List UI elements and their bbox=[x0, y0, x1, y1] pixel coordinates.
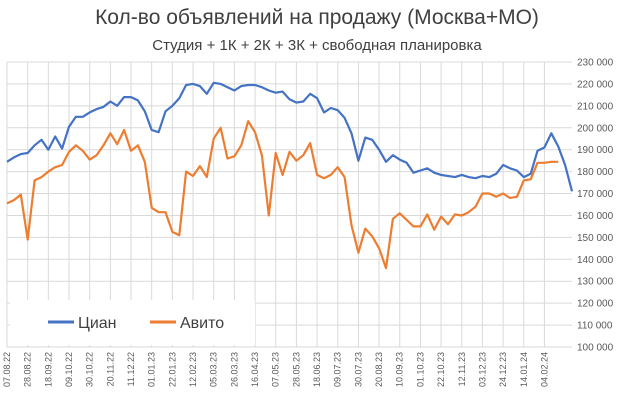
y-tick-label: 230 000 bbox=[577, 58, 614, 69]
x-tick-label: 28.05.23 bbox=[291, 352, 301, 387]
x-tick-label: 09.10.22 bbox=[64, 352, 74, 387]
x-tick-label: 09.07.23 bbox=[333, 352, 343, 387]
x-tick-label: 01.10.23 bbox=[415, 352, 425, 387]
x-tick-label: 07.08.22 bbox=[2, 352, 12, 387]
x-tick-label: 20.11.22 bbox=[105, 352, 115, 386]
x-tick-label: 01.01.23 bbox=[147, 352, 157, 387]
x-tick-label: 22.10.23 bbox=[436, 352, 446, 387]
x-tick-label: 04.02.24 bbox=[539, 352, 549, 387]
x-axis-ticks: 07.08.22 28.08.22 18.09.22 09.10.22 30.10.22… bbox=[2, 352, 549, 387]
y-axis-ticks: 100 000 110 000 120 000 130 000 140 000 150 0… bbox=[577, 58, 614, 354]
series-line-avito bbox=[6, 120, 559, 270]
y-tick-label: 100 000 bbox=[577, 343, 614, 354]
y-tick-label: 160 000 bbox=[577, 211, 614, 222]
x-tick-label: 30.10.22 bbox=[85, 352, 95, 387]
legend: Циан Авито bbox=[10, 300, 255, 345]
y-tick-label: 110 000 bbox=[577, 321, 613, 332]
series-line-cian bbox=[6, 81, 574, 192]
x-tick-label: 30.07.23 bbox=[353, 352, 363, 387]
x-tick-label: 28.08.22 bbox=[23, 352, 33, 387]
x-tick-label: 11.12.22 bbox=[126, 352, 136, 386]
x-tick-label: 24.12.23 bbox=[498, 352, 508, 387]
x-tick-label: 12.11.23 bbox=[457, 352, 467, 386]
x-tick-label: 05.03.23 bbox=[209, 352, 219, 387]
y-tick-label: 120 000 bbox=[577, 299, 614, 310]
x-tick-label: 20.08.23 bbox=[374, 352, 384, 387]
legend-label: Циан bbox=[78, 315, 117, 332]
x-tick-label: 12.02.23 bbox=[188, 352, 198, 387]
y-tick-label: 130 000 bbox=[577, 277, 614, 288]
x-tick-label: 07.05.23 bbox=[271, 352, 281, 387]
x-tick-label: 16.04.23 bbox=[250, 352, 260, 387]
y-tick-label: 190 000 bbox=[577, 145, 614, 156]
y-tick-label: 180 000 bbox=[577, 167, 614, 178]
x-tick-label: 03.12.23 bbox=[477, 352, 487, 387]
series-lines bbox=[6, 81, 574, 270]
x-tick-label: 10.09.23 bbox=[395, 352, 405, 387]
x-tick-label: 18.09.22 bbox=[43, 352, 53, 387]
x-tick-label: 26.03.23 bbox=[229, 352, 239, 387]
y-tick-label: 210 000 bbox=[577, 101, 614, 112]
y-tick-label: 150 000 bbox=[577, 233, 614, 244]
y-tick-label: 220 000 bbox=[577, 79, 614, 90]
y-tick-label: 140 000 bbox=[577, 255, 614, 266]
chart-title: Кол-во объявлений на продажу (Москва+МО) bbox=[95, 6, 539, 29]
x-tick-label: 14.01.24 bbox=[519, 352, 529, 387]
y-tick-label: 170 000 bbox=[577, 189, 614, 200]
x-tick-label: 22.01.23 bbox=[167, 352, 177, 387]
x-tick-label: 18.06.23 bbox=[312, 352, 322, 387]
y-tick-label: 200 000 bbox=[577, 123, 614, 134]
chart-subtitle: Студия + 1К + 2К + 3К + свободная планир… bbox=[152, 37, 482, 54]
legend-label: Авито bbox=[180, 315, 224, 332]
